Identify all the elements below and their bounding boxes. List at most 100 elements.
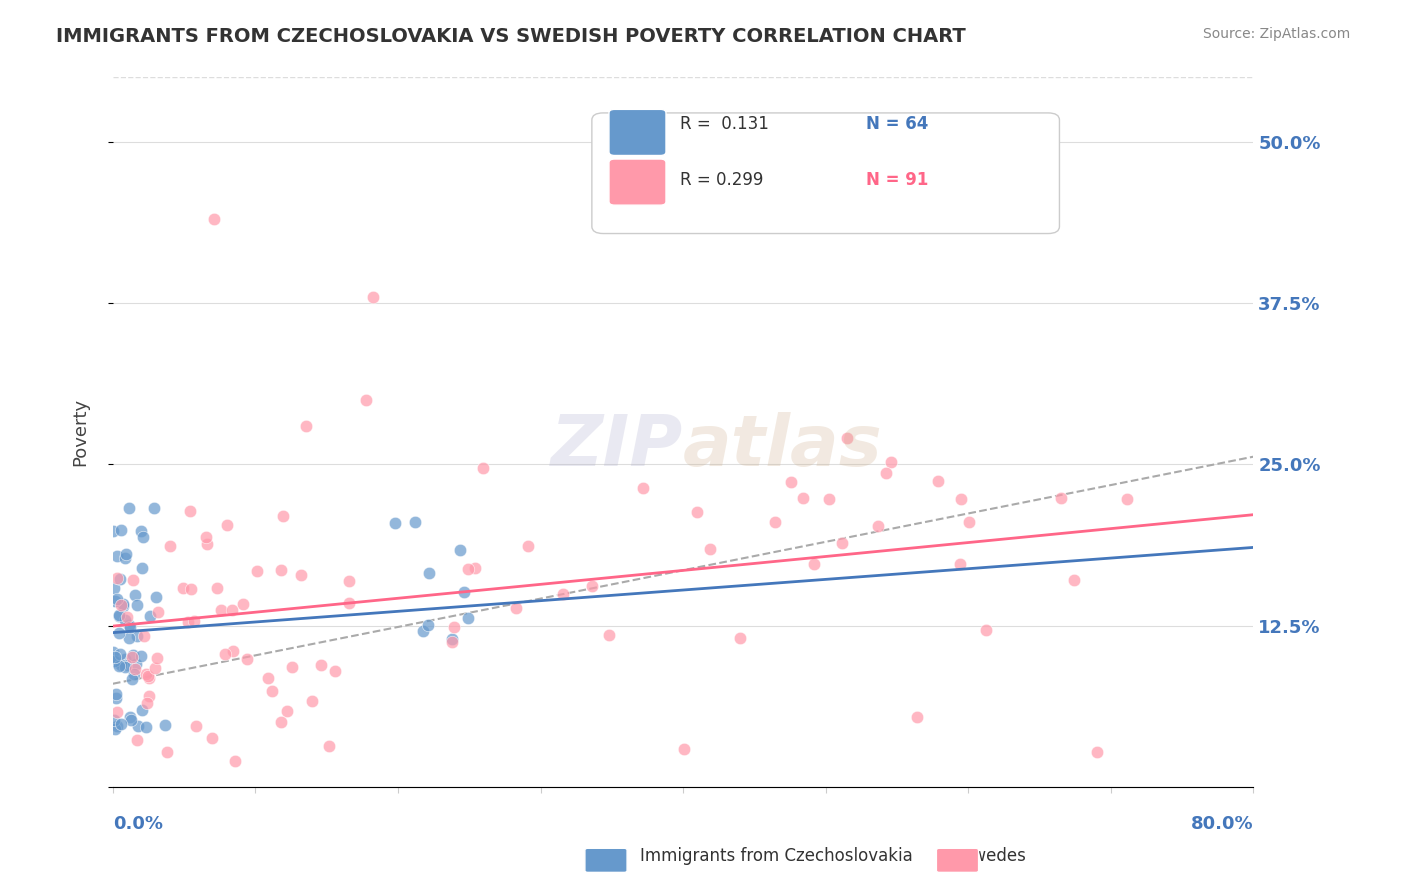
Point [581,579,603,593]
Point [404,515,426,529]
Point [159,539,181,553]
Point [875,466,897,480]
Point [471,461,494,475]
Point [276,704,298,718]
Point [121,648,143,662]
Point [270,714,292,729]
Point [1050,491,1073,506]
Point [138,609,160,624]
Point [301,694,323,708]
Point [271,509,294,524]
Point [135,696,157,710]
Point [418,566,440,580]
Point [111,599,134,613]
Point [110,716,132,731]
Point [418,617,440,632]
Point [127,629,149,643]
Point [763,515,786,529]
Point [311,658,333,673]
Point [598,628,620,642]
Point [118,710,141,724]
Point [125,657,148,672]
Point [155,718,177,732]
Point [195,537,218,551]
Point [280,660,302,674]
Point [837,431,859,445]
Point [194,530,217,544]
Point [202,212,225,227]
Point [115,547,138,561]
Point [337,596,360,610]
Point [803,557,825,571]
Point [412,624,434,639]
Point [1085,745,1108,759]
Point [131,561,153,575]
Point [105,571,128,585]
Point [443,620,465,634]
Point [260,683,283,698]
Point [236,651,259,665]
Point [131,524,153,539]
Point [957,515,980,529]
Point [186,719,208,733]
Point [221,602,243,616]
Point [156,745,179,759]
Point [107,609,129,624]
Point [105,655,128,669]
Point [138,671,160,685]
Point [457,611,479,625]
Point [118,618,141,632]
Point [179,504,201,518]
Point [124,667,146,681]
Point [180,582,202,596]
Point [868,519,890,533]
Point [110,523,132,537]
FancyBboxPatch shape [609,159,666,205]
Point [318,739,340,753]
Point [172,581,194,595]
Point [699,542,721,557]
Point [114,651,136,665]
Text: Source: ZipAtlas.com: Source: ZipAtlas.com [1202,27,1350,41]
Point [132,629,155,643]
Point [110,598,132,612]
Point [114,551,136,566]
Point [295,418,318,433]
Point [792,491,814,505]
Point [105,719,128,733]
Point [976,623,998,637]
Point [145,590,167,604]
Point [728,631,751,645]
Point [927,474,949,488]
Point [108,658,131,673]
Point [104,594,127,608]
Point [818,492,841,507]
Point [103,581,125,595]
FancyBboxPatch shape [592,113,1060,234]
Point [114,660,136,674]
Text: 80.0%: 80.0% [1191,815,1253,833]
Point [125,598,148,612]
Point [831,536,853,550]
Point [148,605,170,619]
Text: R =  0.131: R = 0.131 [679,114,769,133]
Point [104,723,127,737]
Point [224,754,246,768]
Point [1063,573,1085,587]
Point [464,561,486,575]
Point [685,505,707,519]
Point [131,703,153,717]
Point [117,501,139,516]
Text: Immigrants from Czechoslovakia: Immigrants from Czechoslovakia [640,847,912,865]
Point [183,614,205,628]
Point [110,647,132,661]
Point [361,290,384,304]
Point [101,524,124,538]
FancyBboxPatch shape [609,110,666,155]
Point [124,662,146,676]
Point [127,719,149,733]
Point [270,563,292,577]
Point [118,632,141,646]
Point [143,661,166,675]
Point [354,392,377,407]
